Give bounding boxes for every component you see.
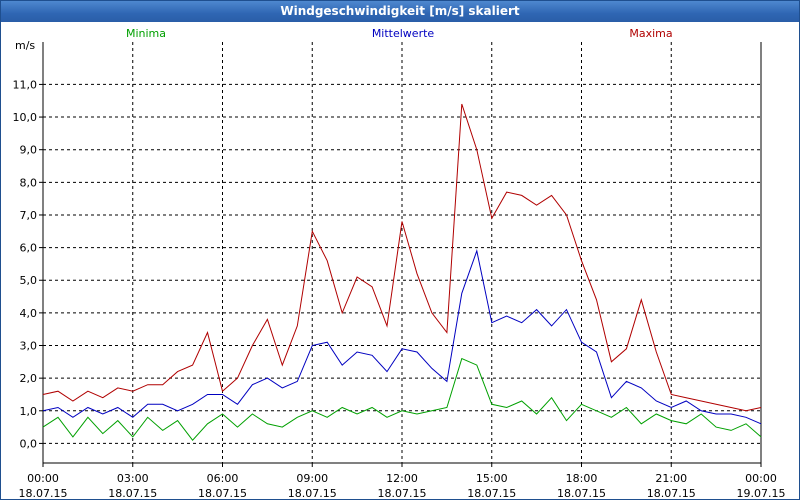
legend-entry-minima: Minima — [126, 27, 166, 40]
x-tick-date: 19.07.15 — [737, 487, 786, 499]
x-tick-date: 18.07.15 — [467, 487, 516, 499]
legend-entry-mittelwerte: Mittelwerte — [372, 27, 435, 40]
y-tick-label: 2,0 — [20, 372, 38, 385]
x-tick-date: 18.07.15 — [288, 487, 337, 499]
y-tick-label: 9,0 — [20, 144, 38, 157]
y-tick-label: 4,0 — [20, 307, 38, 320]
x-tick-time: 18:00 — [566, 472, 598, 485]
y-tick-label: 7,0 — [20, 209, 38, 222]
wind-speed-chart: 0,0 1,0 2,0 3,0 4,0 5,0 6,0 7,0 8,0 9,0 10,0 11,0 0… — [13, 27, 786, 499]
x-tick-time: 12:00 — [386, 472, 418, 485]
series-line-minima — [42, 357, 762, 441]
legend-entry-maxima: Maxima — [629, 27, 672, 40]
y-tick-label: 11,0 — [13, 78, 38, 91]
y-tick-label: 10,0 — [13, 111, 38, 124]
y-tick-label: 8,0 — [20, 176, 38, 189]
window-title: Windgeschwindigkeit [m/s] skaliert — [1, 1, 799, 22]
x-tick-date: 18.07.15 — [19, 487, 68, 499]
y-axis-label: m/s — [15, 39, 35, 52]
x-tick-time: 00:00 — [27, 472, 59, 485]
x-tick-time: 09:00 — [296, 472, 328, 485]
y-tick-label: 5,0 — [20, 274, 38, 287]
x-tick-time: 06:00 — [207, 472, 239, 485]
series-lines — [42, 103, 762, 441]
series-line-maxima — [42, 103, 762, 412]
x-tick-time: 00:00 — [745, 472, 777, 485]
x-tick-time: 15:00 — [476, 472, 508, 485]
y-tick-label: 3,0 — [20, 340, 38, 353]
x-tick-date: 18.07.15 — [378, 487, 427, 499]
x-tick-date: 18.07.15 — [108, 487, 157, 499]
y-tick-label: 6,0 — [20, 242, 38, 255]
y-axis-ticks: 0,0 1,0 2,0 3,0 4,0 5,0 6,0 7,0 8,0 9,0 10,0 11,0 — [13, 78, 43, 450]
grid — [43, 42, 761, 463]
x-tick-date: 18.07.15 — [198, 487, 247, 499]
series-line-mittelwerte — [42, 249, 762, 425]
x-axis-ticks: 00:00 18.07.15 03:00 18.07.15 06:00 18.07.15 0… — [19, 463, 786, 499]
x-tick-time: 03:00 — [117, 472, 149, 485]
x-tick-date: 18.07.15 — [647, 487, 696, 499]
x-tick-time: 21:00 — [655, 472, 687, 485]
legend: Minima Mittelwerte Maxima — [126, 27, 673, 40]
y-tick-label: 0,0 — [20, 437, 38, 450]
x-tick-date: 18.07.15 — [557, 487, 606, 499]
y-tick-label: 1,0 — [20, 405, 38, 418]
